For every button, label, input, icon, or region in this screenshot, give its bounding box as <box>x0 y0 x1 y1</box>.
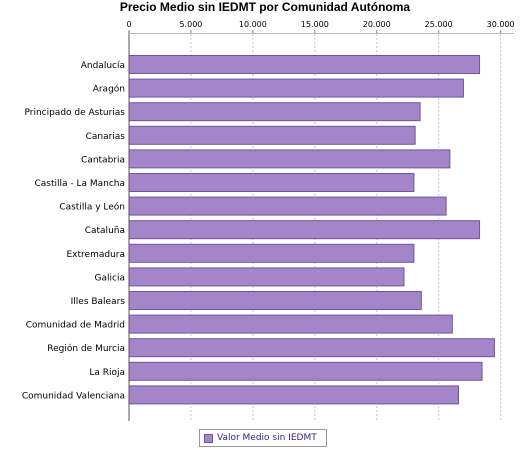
bar <box>128 173 415 192</box>
category-label: Comunidad de Madrid <box>26 321 125 331</box>
bar <box>128 361 483 381</box>
category-label: Cataluña <box>85 226 125 236</box>
bar <box>128 220 481 240</box>
x-tick-label: 30.000 <box>487 20 515 29</box>
x-tick-label: 10.000 <box>239 20 267 29</box>
x-tick-label: 5.000 <box>179 20 202 29</box>
category-label: La Rioja <box>89 368 125 378</box>
bar <box>128 338 495 358</box>
chart-title: Precio Medio sin IEDMT por Comunidad Aut… <box>120 0 411 14</box>
category-label: Castilla y León <box>59 202 125 213</box>
category-label: Cantabria <box>81 155 125 165</box>
bar <box>128 102 421 122</box>
bar <box>128 125 416 145</box>
category-label: Galicia <box>95 273 125 283</box>
category-label: Canarias <box>86 132 126 142</box>
category-label: Región de Murcia <box>47 343 125 354</box>
bar <box>128 196 447 216</box>
category-label: Principado de Asturias <box>24 108 125 118</box>
x-axis-ticks: 0 5.000 10.000 15.000 20.000 25.000 30.000 <box>126 20 515 34</box>
category-labels: Andalucía Aragón Principado de Asturias Can… <box>22 61 125 401</box>
x-tick-label: 15.000 <box>301 20 329 29</box>
x-tick-label: 25.000 <box>425 20 453 29</box>
category-label: Illes Balears <box>71 297 126 307</box>
bar <box>128 78 464 98</box>
category-label: Andalucía <box>81 61 125 71</box>
bar <box>128 55 481 74</box>
bar <box>128 291 422 310</box>
category-label: Extremadura <box>67 250 126 260</box>
category-label: Aragón <box>93 84 125 95</box>
bar <box>128 267 405 287</box>
category-label: Comunidad Valenciana <box>22 391 125 401</box>
x-tick-label: 20.000 <box>363 20 391 29</box>
legend-swatch <box>204 433 213 443</box>
bars <box>128 55 495 405</box>
category-label: Castilla - La Mancha <box>34 179 125 189</box>
legend: Valor Medio sin IEDMT <box>199 429 327 447</box>
bar <box>128 385 459 405</box>
bar <box>128 243 415 263</box>
bar <box>128 149 451 169</box>
x-tick-label: 0 <box>126 20 131 29</box>
bar <box>128 314 453 334</box>
legend-label: Valor Medio sin IEDMT <box>217 433 317 443</box>
